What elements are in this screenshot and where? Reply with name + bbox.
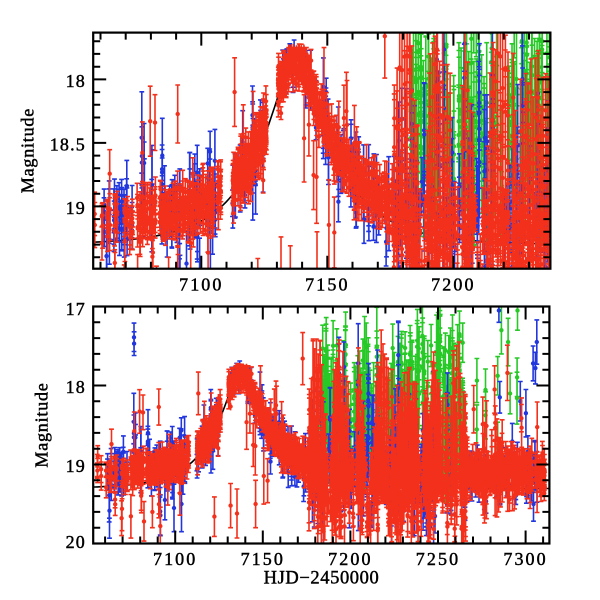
- svg-text:18.5: 18.5: [50, 134, 86, 154]
- svg-text:Magnitude: Magnitude: [18, 108, 38, 193]
- svg-text:7300: 7300: [503, 549, 547, 569]
- svg-text:HJD−2450000: HJD−2450000: [264, 568, 380, 588]
- svg-text:19: 19: [66, 198, 86, 218]
- svg-text:17: 17: [66, 299, 86, 319]
- svg-text:7150: 7150: [241, 549, 285, 569]
- svg-text:18: 18: [66, 71, 86, 91]
- svg-text:Magnitude: Magnitude: [32, 382, 52, 467]
- svg-text:7100: 7100: [179, 275, 223, 295]
- svg-text:19: 19: [66, 456, 86, 476]
- svg-text:20: 20: [66, 532, 86, 552]
- svg-text:7100: 7100: [153, 549, 197, 569]
- svg-text:7250: 7250: [416, 549, 460, 569]
- svg-text:18: 18: [66, 377, 86, 397]
- svg-text:7200: 7200: [431, 275, 475, 295]
- svg-text:7150: 7150: [305, 275, 349, 295]
- svg-text:7200: 7200: [328, 549, 372, 569]
